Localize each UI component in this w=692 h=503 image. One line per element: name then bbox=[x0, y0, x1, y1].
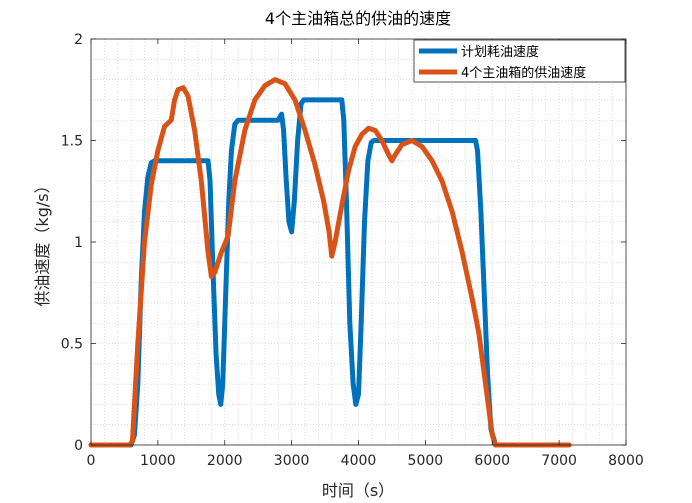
x-tick-label: 4000 bbox=[341, 453, 377, 469]
x-tick-label: 7000 bbox=[541, 453, 577, 469]
y-tick-label: 0 bbox=[74, 438, 83, 454]
legend-box bbox=[413, 39, 626, 83]
y-tick-label: 2 bbox=[74, 32, 83, 48]
x-tick-label: 6000 bbox=[474, 453, 510, 469]
series-line-supply bbox=[88, 77, 572, 448]
y-tick-label: 1 bbox=[74, 235, 83, 251]
y-tick-label: 1.5 bbox=[61, 134, 83, 150]
x-tick-label: 2000 bbox=[207, 453, 243, 469]
x-tick-label: 3000 bbox=[274, 453, 310, 469]
chart-title: 4个主油箱总的供油的速度 bbox=[265, 9, 451, 28]
legend: 计划耗油速度 4个主油箱的供油速度 bbox=[413, 39, 626, 83]
x-tick-label: 0 bbox=[87, 453, 96, 469]
legend-label-supply: 4个主油箱的供油速度 bbox=[461, 65, 586, 81]
y-axis-label: 供油速度（kg/s） bbox=[33, 177, 52, 306]
legend-label-planned: 计划耗油速度 bbox=[461, 44, 539, 60]
ticks-layer: 0 1000 2000 3000 4000 5000 6000 7000 8000 0 0.5 1 1.… bbox=[61, 32, 644, 469]
x-axis-label: 时间（s） bbox=[322, 481, 394, 500]
series-line-planned bbox=[88, 97, 499, 448]
series-layer bbox=[88, 77, 572, 448]
minor-grid bbox=[91, 39, 626, 445]
x-tick-label: 5000 bbox=[408, 453, 444, 469]
x-tick-label: 8000 bbox=[608, 453, 644, 469]
y-tick-label: 0.5 bbox=[61, 337, 83, 353]
plot-area: 0 1000 2000 3000 4000 5000 6000 7000 8000 0 0.5 1 1.… bbox=[61, 32, 644, 469]
x-tick-label: 1000 bbox=[140, 453, 176, 469]
